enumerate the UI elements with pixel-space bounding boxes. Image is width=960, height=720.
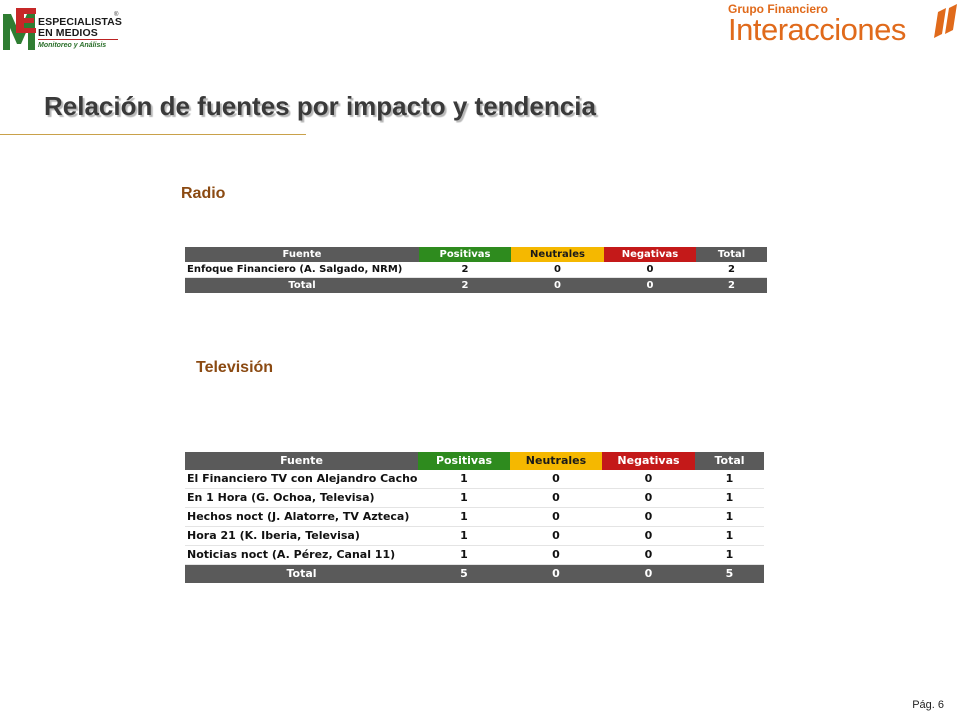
cell-fuente: En 1 Hora (G. Ochoa, Televisa)	[185, 488, 418, 508]
page-title: Relación de fuentes por impacto y tenden…	[44, 91, 596, 121]
cell-negativas: 0	[602, 526, 695, 546]
em-monogram-icon	[3, 8, 36, 50]
cell-neutrales: 0	[510, 488, 602, 508]
cell-negativas: 0	[604, 262, 696, 278]
cell-total: 1	[695, 545, 764, 565]
col-header-positivas: Positivas	[418, 452, 510, 470]
section-label-radio: Radio	[181, 185, 226, 202]
cell-total: 1	[695, 488, 764, 508]
table-header-row: Fuente Positivas Neutrales Negativas Tot…	[185, 452, 764, 470]
table-row: Enfoque Financiero (A. Salgado, NRM) 2 0…	[185, 262, 767, 278]
col-header-fuente: Fuente	[185, 247, 419, 262]
total-neutrales: 0	[511, 277, 604, 293]
section-label-television: Televisión	[196, 359, 274, 376]
table-row: Noticias noct (A. Pérez, Canal 11) 1 0 0…	[185, 545, 764, 565]
cell-positivas: 1	[418, 545, 510, 565]
page-number: Pág. 6	[912, 699, 944, 711]
table-total-row: Total 2 0 0 2	[185, 277, 767, 293]
logo-left-tagline: Monitoreo y Análisis	[38, 42, 107, 49]
total-total: 2	[696, 277, 767, 293]
logo-divider	[38, 39, 118, 40]
especialistas-en-medios-logo: ESPECIALISTAS ® EN MEDIOS Monitoreo y An…	[2, 6, 122, 52]
cell-positivas: 1	[418, 526, 510, 546]
radio-sources-table: Fuente Positivas Neutrales Negativas Tot…	[185, 247, 767, 293]
table-total-row: Total 5 0 0 5	[185, 564, 764, 583]
television-sources-table: Fuente Positivas Neutrales Negativas Tot…	[185, 452, 764, 583]
table-row: En 1 Hora (G. Ochoa, Televisa) 1 0 0 1	[185, 488, 764, 508]
cell-total: 1	[695, 470, 764, 489]
total-negativas: 0	[604, 277, 696, 293]
cell-total: 1	[695, 526, 764, 546]
cell-fuente: Hora 21 (K. Iberia, Televisa)	[185, 526, 418, 546]
col-header-positivas: Positivas	[419, 247, 511, 262]
table-row: Hechos noct (J. Alatorre, TV Azteca) 1 0…	[185, 507, 764, 527]
col-header-negativas: Negativas	[602, 452, 695, 470]
cell-fuente: Hechos noct (J. Alatorre, TV Azteca)	[185, 507, 418, 527]
cell-fuente: Noticias noct (A. Pérez, Canal 11)	[185, 545, 418, 565]
col-header-neutrales: Neutrales	[511, 247, 604, 262]
logo-left-line1: ESPECIALISTAS	[38, 16, 122, 28]
cell-negativas: 0	[602, 545, 695, 565]
cell-total: 1	[695, 507, 764, 527]
cell-fuente: El Financiero TV con Alejandro Cacho	[185, 470, 418, 489]
interacciones-mark-icon	[934, 4, 957, 38]
col-header-fuente: Fuente	[185, 452, 418, 470]
cell-negativas: 0	[602, 470, 695, 489]
total-label: Total	[185, 277, 419, 293]
col-header-total: Total	[695, 452, 764, 470]
table-row: El Financiero TV con Alejandro Cacho 1 0…	[185, 470, 764, 489]
cell-positivas: 2	[419, 262, 511, 278]
total-total: 5	[695, 564, 764, 583]
cell-neutrales: 0	[510, 507, 602, 527]
table-header-row: Fuente Positivas Neutrales Negativas Tot…	[185, 247, 767, 262]
table-row: Hora 21 (K. Iberia, Televisa) 1 0 0 1	[185, 526, 764, 546]
cell-positivas: 1	[418, 488, 510, 508]
col-header-total: Total	[696, 247, 767, 262]
cell-neutrales: 0	[510, 470, 602, 489]
total-positivas: 2	[419, 277, 511, 293]
cell-negativas: 0	[602, 488, 695, 508]
total-negativas: 0	[602, 564, 695, 583]
cell-neutrales: 0	[510, 526, 602, 546]
col-header-neutrales: Neutrales	[510, 452, 602, 470]
total-positivas: 5	[418, 564, 510, 583]
registered-mark: ®	[114, 12, 119, 18]
cell-positivas: 1	[418, 507, 510, 527]
grupo-financiero-interacciones-logo: Grupo Financiero Interacciones	[728, 0, 960, 52]
total-neutrales: 0	[510, 564, 602, 583]
cell-total: 2	[696, 262, 767, 278]
logo-left-line2: EN MEDIOS	[38, 27, 98, 39]
total-label: Total	[185, 564, 418, 583]
cell-fuente: Enfoque Financiero (A. Salgado, NRM)	[185, 262, 419, 278]
logo-right-line2: Interacciones	[728, 12, 906, 47]
col-header-negativas: Negativas	[604, 247, 696, 262]
cell-positivas: 1	[418, 470, 510, 489]
cell-neutrales: 0	[511, 262, 604, 278]
title-underline	[0, 134, 306, 135]
cell-neutrales: 0	[510, 545, 602, 565]
logo-right-line1: Grupo Financiero	[728, 2, 829, 16]
cell-negativas: 0	[602, 507, 695, 527]
